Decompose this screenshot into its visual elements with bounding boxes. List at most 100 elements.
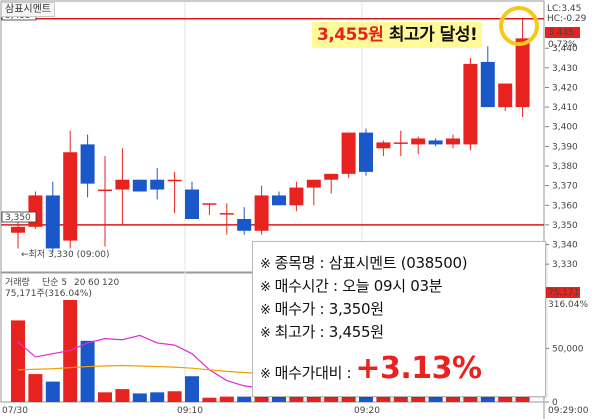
candle-body <box>446 138 460 145</box>
info-time-text: 매수시간 : 오늘 09시 03분 <box>274 277 443 295</box>
candle-body <box>219 213 234 215</box>
candle-body <box>237 218 252 231</box>
volume-bar <box>202 397 217 402</box>
candle-body <box>341 132 356 174</box>
candle-body <box>80 144 95 184</box>
current-price-tag <box>545 27 580 38</box>
candle-body <box>272 195 286 206</box>
candle-body <box>324 173 339 180</box>
info-buy-text: 매수가 : 3,350원 <box>274 300 384 318</box>
candle-body <box>289 187 304 206</box>
high-achieved-callout: 3,455원 최고가 달성! <box>312 22 483 48</box>
reference-mark-icon: ※ <box>260 326 271 341</box>
volume-legend-ma120: 120 <box>102 278 119 288</box>
reference-mark-icon: ※ <box>260 367 271 382</box>
volume-bar <box>411 392 426 402</box>
stock-title-tag: 삼표시멘트 <box>1 2 55 17</box>
price-tick-label: 3,410 <box>552 103 578 113</box>
reference-mark-icon: ※ <box>260 257 271 272</box>
volume-value-tag <box>545 287 580 298</box>
volume-bar <box>167 391 182 402</box>
high-point-circle <box>499 6 539 46</box>
time-tick-label: 07/30 <box>2 406 28 416</box>
candle-body <box>254 195 269 231</box>
trade-info-box: ※ 종목명 : 삼표시멘트 (038500) ※ 매수시간 : 오늘 09시 03분… <box>252 241 546 397</box>
volume-bar <box>376 392 391 402</box>
lc-text: LC:3.45 <box>547 4 581 14</box>
candle-body <box>411 138 426 145</box>
candle-body <box>63 152 78 241</box>
volume-legend-ma20: 20 <box>74 278 86 288</box>
volume-value-tag-text: 75,171 <box>548 288 580 298</box>
price-tick-label: 3,360 <box>552 201 578 211</box>
volume-legend-ma60: 60 <box>88 278 100 288</box>
volume-bar <box>11 320 25 402</box>
info-buy-row: ※ 매수가 : 3,350원 <box>260 298 384 319</box>
price-tick-label: 3,380 <box>552 162 578 172</box>
candle-body <box>463 63 478 145</box>
candle-body <box>132 179 147 192</box>
candle-body <box>359 132 373 172</box>
volume-bar <box>428 393 443 402</box>
price-axis: 3,440 3,430 3,420 3,410 3,400 3,390 3,380 3,370… <box>545 44 578 270</box>
candle-body <box>428 140 443 145</box>
current-price-tag-text: 3,445 <box>548 28 574 38</box>
price-tick-label: 3,350 <box>552 221 578 231</box>
volume-pct-text: 316.04% <box>548 300 588 310</box>
candle-body <box>515 38 530 108</box>
candle-body <box>185 189 199 219</box>
candle-body <box>11 226 25 233</box>
volume-bar <box>45 381 60 402</box>
candle-body <box>115 179 130 190</box>
candle-body <box>480 61 495 108</box>
price-tick-label: 3,390 <box>552 142 578 152</box>
volume-current-text: 75,171주(316.04%) <box>5 288 92 299</box>
volume-bar <box>28 374 43 402</box>
volume-bar <box>219 396 234 402</box>
info-stock-row: ※ 종목명 : 삼표시멘트 (038500) <box>260 252 468 273</box>
info-high-text: 최고가 : 3,455원 <box>274 323 384 341</box>
volume-tick-label: 0 <box>552 398 558 408</box>
candle-body <box>498 83 513 108</box>
reference-lines <box>1 17 544 226</box>
time-tick-label: 09:29:00 <box>548 406 589 416</box>
volume-legend-ma5: 단순 5 <box>42 277 67 288</box>
candle-body <box>393 142 408 144</box>
reference-mark-icon: ※ <box>260 303 271 318</box>
candle-body <box>45 195 60 249</box>
price-tick-label: 3,440 <box>552 44 578 54</box>
low-marker-text: ←최저 3,330 (09:00) <box>21 249 110 260</box>
hc-text: HC:-0.29 <box>547 14 587 24</box>
candlesticks <box>11 18 530 253</box>
time-tick-label: 09:20 <box>354 406 380 416</box>
time-tick-label: 09:10 <box>177 406 203 416</box>
volume-bar <box>80 340 95 402</box>
volume-bar <box>237 396 252 402</box>
info-time-row: ※ 매수시간 : 오늘 09시 03분 <box>260 275 443 296</box>
time-axis: 07/30 09:10 09:20 09:29:00 <box>2 406 589 416</box>
price-tick-label: 3,330 <box>552 260 578 270</box>
info-change-label: 매수가대비 : <box>274 364 352 382</box>
volume-bar <box>132 393 147 402</box>
candle-body <box>167 179 182 182</box>
price-tick-label: 3,420 <box>552 83 578 93</box>
info-change-value: +3.13% <box>355 351 482 386</box>
info-change-row: ※ 매수가대비 : +3.13% <box>260 351 482 386</box>
volume-legend-title: 거래량 <box>5 276 30 288</box>
candle-body <box>306 179 321 188</box>
price-tick-label: 3,430 <box>552 64 578 74</box>
entry-price-tag <box>1 211 37 223</box>
volume-bar <box>150 392 165 402</box>
price-tick-label: 3,340 <box>552 241 578 251</box>
candle-body <box>98 189 112 192</box>
volume-bar <box>185 376 199 402</box>
price-tick-label: 3,400 <box>552 123 578 133</box>
entry-price-tag-text: 3,350 <box>5 213 31 223</box>
volume-axis: 50,000 0 <box>545 344 584 408</box>
candle-body <box>376 142 391 149</box>
current-pct-text: 0.73% <box>548 40 577 50</box>
volume-tick-label: 50,000 <box>552 344 584 354</box>
info-high-row: ※ 최고가 : 3,455원 <box>260 321 384 342</box>
high-achieved-price: 3,455원 <box>317 25 384 45</box>
